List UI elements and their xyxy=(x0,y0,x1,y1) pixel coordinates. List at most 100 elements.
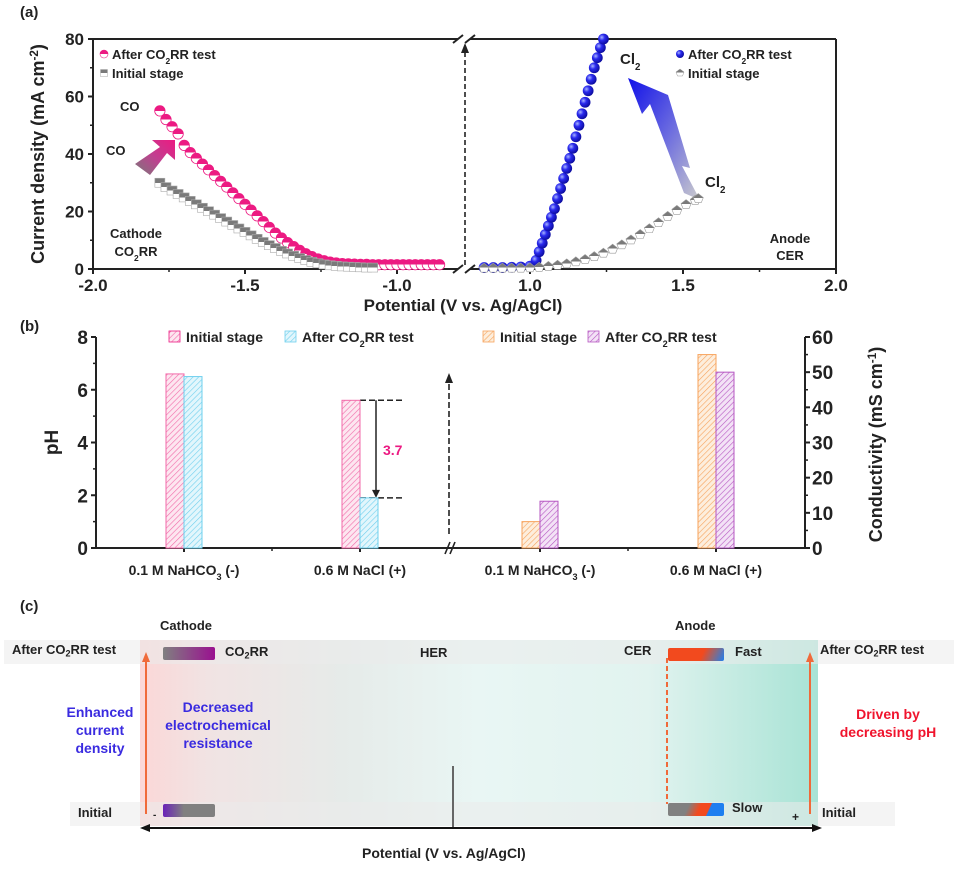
x-tick-label: -1.0 xyxy=(382,276,411,295)
data-point-initial-anode xyxy=(643,223,655,234)
co2rr-after-bar xyxy=(163,647,215,660)
data-point-initial-anode xyxy=(653,217,664,228)
arrow-head-icon xyxy=(806,652,814,662)
data-point-initial-anode xyxy=(625,234,637,245)
cer-label: CER xyxy=(624,643,652,658)
y-tick-label-left: 0 xyxy=(77,539,88,560)
data-point-after-anode xyxy=(598,33,609,45)
arrow-up-icon xyxy=(445,373,453,383)
data-point-initial-anode xyxy=(478,262,490,273)
row-label-after-right: After CO2RR test xyxy=(820,642,925,659)
data-point-after-anode xyxy=(555,183,566,194)
legend-swatch xyxy=(482,330,495,343)
data-point-after-anode xyxy=(533,246,545,258)
enhanced-current-note: Enhanced current density xyxy=(66,704,134,756)
arrow-head-icon xyxy=(142,652,150,662)
x-category-label: 0.1 M NaHCO3 (-) xyxy=(485,562,596,582)
data-point-initial-anode xyxy=(552,259,563,270)
data-point-after-anode xyxy=(542,220,554,232)
y-tick-label-right: 50 xyxy=(812,363,833,384)
data-point-initial-anode xyxy=(634,229,646,239)
legend-label: Initial stage xyxy=(186,329,263,345)
bar-ph-after xyxy=(183,376,203,549)
data-point-after-anode xyxy=(561,162,573,174)
x-tick-label: -1.5 xyxy=(230,276,259,295)
row-label-after-left: After CO2RR test xyxy=(12,642,117,659)
data-point-after-cathode xyxy=(160,113,172,126)
y-tick-label: 20 xyxy=(65,203,84,222)
row-band-after xyxy=(4,640,954,664)
annotation-co2rr: CO2RR xyxy=(115,244,159,263)
arrow-up-icon xyxy=(461,43,469,53)
legend-marker-after xyxy=(99,49,109,59)
y-tick-label-right: 0 xyxy=(812,539,823,560)
y-axis-title-right: Conductivity (mS cm-1) xyxy=(866,347,887,542)
y-tick-label: 40 xyxy=(65,145,84,164)
y-tick-label-right: 30 xyxy=(812,434,833,455)
annotation-co-after: CO xyxy=(120,99,140,114)
schematic-axis-label: Potential (V vs. Ag/AgCl) xyxy=(362,845,526,861)
data-point-initial-anode xyxy=(579,254,591,264)
data-point-initial-anode xyxy=(671,204,683,215)
data-point-after-anode xyxy=(539,229,551,240)
cathode-shift-arrow xyxy=(135,140,175,175)
arrow-right-icon xyxy=(812,824,822,832)
bar-ph-initial xyxy=(341,399,361,549)
data-point-after-anode xyxy=(594,42,606,54)
data-point-after-anode xyxy=(588,62,600,74)
panel-b-label: (b) xyxy=(20,318,40,335)
data-point-after-anode xyxy=(552,193,563,204)
arrow-left-icon xyxy=(140,824,150,832)
decreased-resistance-note: Decreased electrochemical resistance xyxy=(165,699,271,751)
data-point-after-anode xyxy=(573,119,585,131)
legend-marker-after xyxy=(676,50,684,58)
axis-break-mark xyxy=(464,264,476,274)
cer-fast-bar xyxy=(668,648,724,661)
axis-break-mark xyxy=(444,541,451,555)
row-label-initial-left: Initial xyxy=(78,805,112,820)
axis-break-mark xyxy=(452,264,464,274)
row-label-initial-right: Initial xyxy=(822,805,856,820)
bar-conductivity-after xyxy=(539,500,559,549)
annotation-co-initial: CO xyxy=(106,143,126,158)
her-label: HER xyxy=(420,645,448,660)
schematic-arrows xyxy=(140,652,822,832)
data-point-after-anode xyxy=(567,142,579,154)
anode-label: Anode xyxy=(675,618,716,633)
data-point-after-anode xyxy=(536,237,548,249)
y-tick-label-right: 60 xyxy=(812,328,833,349)
axis-break-mark xyxy=(449,541,456,555)
delta-ph-label: 3.7 xyxy=(383,442,403,458)
cer-slow-bar xyxy=(668,803,724,816)
anode-shift-arrow xyxy=(628,78,700,200)
panel-c-label: (c) xyxy=(20,598,39,615)
data-point-after-anode xyxy=(591,52,603,64)
plus-sign: + xyxy=(792,810,800,824)
bar-conductivity-initial xyxy=(521,521,541,549)
chart-b-ph-conductivity: 0 2 4 6 8 0 10 20 30 40 50 60 pH Conductivity (mS cm-… xyxy=(42,328,887,582)
x-tick-label: 2.0 xyxy=(824,276,848,295)
legend-marker-initial xyxy=(675,68,685,77)
axis-break-mark xyxy=(464,34,476,44)
bar-conductivity-after xyxy=(715,371,735,549)
y-tick-label: 80 xyxy=(65,30,84,49)
cathode-label: Cathode xyxy=(160,618,212,633)
y-axis-title-left: pH xyxy=(42,430,63,455)
annotation-cathode: Cathode xyxy=(110,226,162,241)
data-point-after-anode xyxy=(585,73,597,85)
slow-label: Slow xyxy=(732,800,763,815)
panel-a-label: (a) xyxy=(20,4,39,21)
x-axis-title: Potential (V vs. Ag/AgCl) xyxy=(364,296,563,315)
legend-label: After CO2RR test xyxy=(112,47,216,66)
minus-sign: - xyxy=(153,810,157,821)
driven-by-ph-note: Driven by decreasing pH xyxy=(839,706,937,740)
legend-label: Initial stage xyxy=(500,329,577,345)
y-tick-label-left: 8 xyxy=(77,328,88,349)
data-point-after-cathode xyxy=(172,128,184,140)
x-category-label: 0.1 M NaHCO3 (-) xyxy=(129,562,240,582)
data-point-initial-anode xyxy=(515,262,527,273)
data-point-initial-anode xyxy=(487,262,499,273)
bar-ph-initial xyxy=(165,373,185,549)
y-tick-label: 0 xyxy=(75,260,84,279)
bar-ph-after xyxy=(359,497,379,549)
